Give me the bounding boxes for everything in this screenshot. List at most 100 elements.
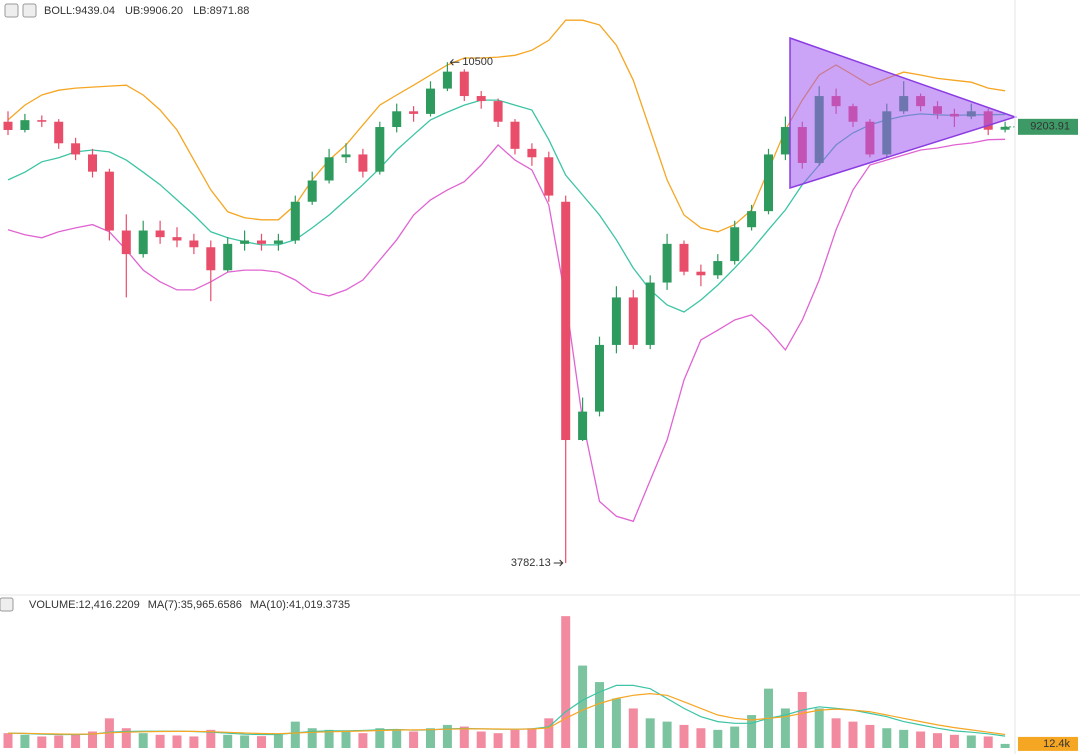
settings-icon[interactable] <box>4 3 19 18</box>
volume-bar <box>290 721 300 748</box>
candle-body <box>71 143 81 155</box>
volume-bar <box>848 721 858 748</box>
volume-bar <box>1000 743 1010 748</box>
volume-bar <box>20 734 30 748</box>
volume-bar <box>679 724 689 748</box>
candle-body <box>189 240 199 248</box>
volume-bar <box>172 735 182 748</box>
volume-bar <box>831 718 841 748</box>
volume-bar <box>476 731 486 748</box>
volume-bar <box>578 665 588 748</box>
last-price-label: 9203.91 <box>1030 121 1070 133</box>
volume-bar <box>459 726 469 748</box>
volume-bar <box>54 735 64 748</box>
volume-bar <box>324 729 334 748</box>
volume-bar <box>983 736 993 748</box>
volume-bar <box>780 708 790 748</box>
legend-label: MA(10):41,019.3735 <box>250 599 350 611</box>
marks <box>3 19 1015 748</box>
last-volume-tag <box>1018 736 1078 751</box>
volume-bar <box>155 734 165 748</box>
candle-body <box>392 111 402 128</box>
candle-body <box>240 240 250 244</box>
candle-body <box>442 71 452 89</box>
candle-body <box>595 344 604 412</box>
candle-body <box>375 127 385 172</box>
volume-bar <box>138 733 148 748</box>
volume-bar <box>88 731 97 748</box>
candle-body <box>780 127 790 155</box>
volume-bar <box>747 715 757 748</box>
volume-bar <box>240 735 250 748</box>
candle-body <box>578 411 588 441</box>
candle-body <box>611 297 621 345</box>
candle-body <box>54 121 64 144</box>
legend-label: UB:9906.20 <box>125 5 183 17</box>
candle-body <box>138 230 148 255</box>
high-annotation: 10500 <box>462 56 493 68</box>
candle-body <box>3 121 13 130</box>
candle-body <box>764 154 773 212</box>
volume-bar <box>409 731 419 748</box>
candle-body <box>510 121 520 149</box>
close-icon[interactable] <box>22 3 37 18</box>
candle-body <box>459 71 469 97</box>
volume-bar <box>307 728 317 748</box>
candle-body <box>628 297 638 345</box>
settings-icon[interactable] <box>0 597 14 612</box>
candle-body <box>104 171 114 231</box>
candle-body <box>662 243 672 283</box>
candle-body <box>409 111 419 114</box>
candle-body <box>696 271 706 276</box>
volume-bar <box>544 718 554 748</box>
candle-body <box>527 148 537 158</box>
volume-bar <box>797 691 807 748</box>
last-price-tag <box>1018 118 1078 135</box>
volume-bar <box>3 733 13 748</box>
candle-body <box>747 211 757 228</box>
volume-bar <box>696 728 706 748</box>
volume-bar <box>121 728 131 748</box>
volume-bar <box>71 734 81 748</box>
volume-bar <box>341 731 351 748</box>
candle-body <box>324 157 334 181</box>
legend-label: LB:8971.88 <box>193 5 249 17</box>
volume-bar <box>730 726 740 748</box>
volume-bar <box>442 724 452 748</box>
candle-body <box>273 240 283 244</box>
legend-label: VOLUME:12,416.2209 <box>29 599 140 611</box>
low-annotation: 3782.13 <box>511 557 551 569</box>
volume-bar <box>611 698 621 748</box>
arrow <box>449 58 460 66</box>
candle-body <box>493 101 503 122</box>
candle-body <box>679 243 689 272</box>
last-volume-label: 12.4k <box>1043 738 1070 750</box>
candle-body <box>645 282 655 345</box>
ma-line <box>7 692 1006 736</box>
volume-bar <box>713 729 723 748</box>
candle-body <box>155 230 165 238</box>
candle-body <box>257 240 266 244</box>
volume-bar <box>273 734 283 748</box>
candle-body <box>88 154 97 172</box>
volume-bar <box>527 728 537 748</box>
candle-body <box>713 261 723 276</box>
candle-body <box>476 96 486 102</box>
candle-body <box>307 180 317 202</box>
volume-bar <box>662 721 672 748</box>
candle-body <box>121 230 131 255</box>
volume-bar <box>899 729 909 748</box>
candle-body <box>730 227 740 262</box>
volume-bar <box>493 733 503 748</box>
candle-body <box>358 154 368 172</box>
legend-label: BOLL:9439.04 <box>44 5 115 17</box>
candle-body <box>341 154 351 158</box>
triangle-drawing <box>789 36 1018 190</box>
labels: 10500 3782.13 9203.91 BOLL:9439.04 UB:9906.2… <box>29 5 1078 751</box>
candle-body <box>561 201 571 441</box>
candle-body <box>544 157 554 196</box>
candle-body <box>290 201 300 241</box>
candle-body <box>206 247 216 271</box>
volume-bar <box>426 728 435 748</box>
volume-bar <box>814 708 824 748</box>
